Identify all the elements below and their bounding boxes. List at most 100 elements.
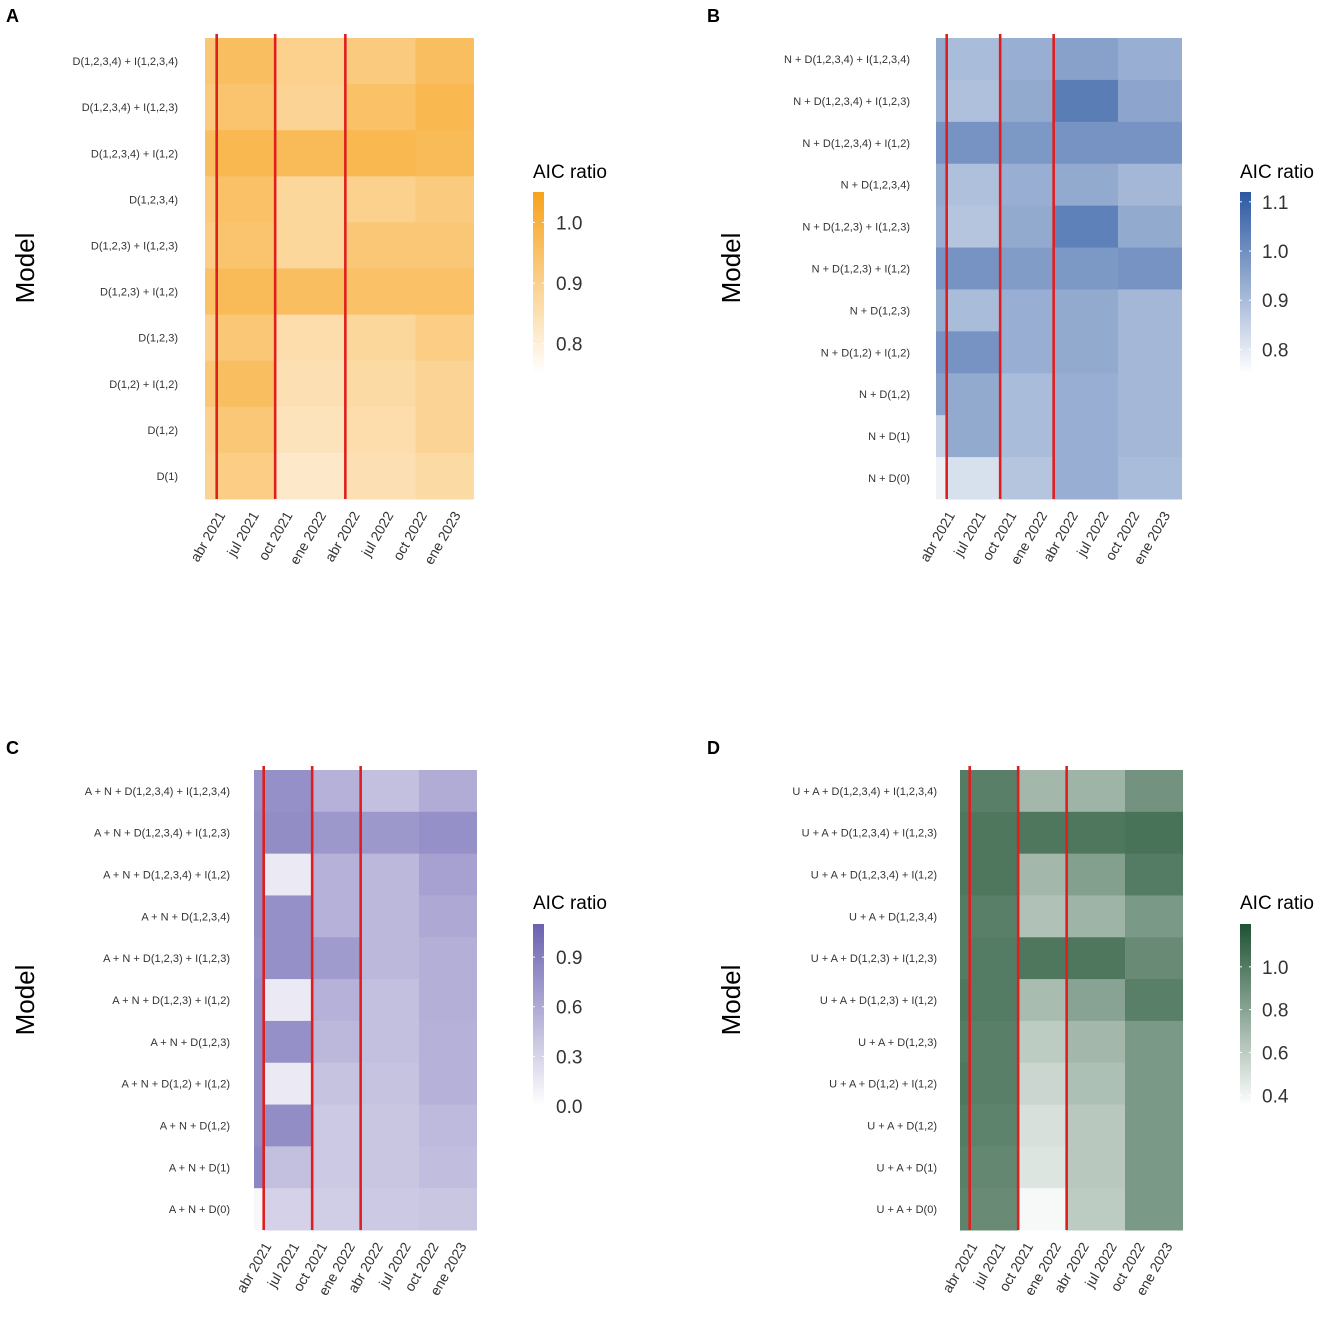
heatmap-row xyxy=(254,937,477,980)
heatmap-row xyxy=(936,38,1182,81)
heatmap-row xyxy=(205,176,474,223)
heatmap-row xyxy=(960,1146,1183,1189)
model-label: N + D(1,2,3,4) xyxy=(841,180,910,192)
model-label: N + D(1,2,3,4) + I(1,2,3) xyxy=(793,96,910,108)
model-label: N + D(1,2,3,4) + I(1,2) xyxy=(802,138,910,150)
legend-colorbar xyxy=(1240,924,1251,1106)
heatmap-row xyxy=(254,895,477,938)
model-label: D(1,2,3,4) xyxy=(129,194,178,206)
panel-letter: B xyxy=(707,6,720,26)
model-label: D(1,2,3,4) + I(1,2,3) xyxy=(82,102,178,114)
heatmap-row xyxy=(960,1020,1183,1064)
heatmap-row xyxy=(254,853,477,896)
model-label: U + A + D(1,2,3) xyxy=(858,1037,937,1049)
model-label: D(1,2,3,4) + I(1,2) xyxy=(91,148,178,160)
model-label: A + N + D(1,2,3,4) + I(1,2,3,4) xyxy=(85,786,230,798)
legend-colorbar xyxy=(533,924,544,1106)
y-axis-title: Model xyxy=(10,965,40,1036)
legend-title: AIC ratio xyxy=(1240,162,1314,183)
model-label: U + A + D(0) xyxy=(876,1204,937,1216)
legend-colorbar xyxy=(533,192,544,374)
legend-title: AIC ratio xyxy=(533,893,607,914)
model-label: A + N + D(1,2,3) + I(1,2) xyxy=(112,995,230,1007)
model-label: D(1,2) + I(1,2) xyxy=(109,379,178,391)
model-label: N + D(1,2) xyxy=(859,389,910,401)
heatmap-row xyxy=(936,289,1182,332)
heatmap-row xyxy=(254,811,477,855)
heatmap-row xyxy=(960,811,1183,855)
model-label: N + D(1,2) + I(1,2) xyxy=(821,347,910,359)
model-label: U + A + D(1,2,3,4) + I(1,2,3,4) xyxy=(792,786,937,798)
heatmap-row xyxy=(254,1104,477,1147)
heatmap-row xyxy=(936,163,1182,207)
model-label: N + D(1,2,3) + I(1,2,3) xyxy=(802,222,910,234)
y-axis-title: Model xyxy=(716,965,746,1036)
y-axis-title: Model xyxy=(716,233,746,304)
model-label: A + N + D(1,2,3,4) xyxy=(141,911,230,923)
heatmap-row xyxy=(936,331,1182,374)
model-label: U + A + D(1,2) xyxy=(867,1120,937,1132)
model-label: U + A + D(1,2,3,4) xyxy=(849,911,937,923)
model-label: D(1,2,3) + I(1,2,3) xyxy=(91,240,178,252)
heatmap-row xyxy=(960,1104,1183,1147)
legend-tick-label: 0.6 xyxy=(1262,1043,1288,1064)
heatmap-row xyxy=(960,979,1183,1022)
heatmap-row xyxy=(960,895,1183,938)
heatmap-row xyxy=(960,770,1183,813)
model-label: D(1,2,3) xyxy=(138,333,178,345)
heatmap-cells xyxy=(960,770,1183,1231)
x-tick-label: abr 2021 xyxy=(187,508,229,564)
model-label: N + D(1) xyxy=(868,431,910,443)
heatmap-row xyxy=(205,314,474,362)
heatmap-row xyxy=(960,1062,1183,1106)
legend-tick-label: 1.0 xyxy=(1262,242,1288,263)
panel-B: B Model N + D(1,2,3,4) + I(1,2,3,4) N + D(1… xyxy=(707,6,1314,567)
heatmap-cells xyxy=(205,38,474,500)
legend-tick-label: 1.1 xyxy=(1262,193,1288,214)
heatmap-row xyxy=(205,38,474,85)
heatmap-cells xyxy=(254,770,477,1231)
panel-letter: D xyxy=(707,738,720,758)
model-label: A + N + D(1,2,3,4) + I(1,2) xyxy=(103,870,230,882)
x-tick-label: abr 2021 xyxy=(233,1239,275,1295)
heatmap-row xyxy=(936,79,1182,123)
heatmap-row xyxy=(960,1188,1183,1231)
model-label: A + N + D(0) xyxy=(169,1204,230,1216)
panel-letter: C xyxy=(6,738,19,758)
legend-tick-label: 0.8 xyxy=(1262,1001,1288,1022)
heatmap-row xyxy=(205,406,474,454)
heatmap-row xyxy=(936,247,1182,290)
model-label: A + N + D(1) xyxy=(169,1162,230,1174)
legend-tick-label: 0.9 xyxy=(556,948,582,969)
model-label: A + N + D(1,2) xyxy=(160,1120,230,1132)
model-label: A + N + D(1,2,3) xyxy=(151,1037,230,1049)
heatmap-row xyxy=(254,1020,477,1064)
model-label: A + N + D(1,2,3,4) + I(1,2,3) xyxy=(94,828,230,840)
legend-tick-label: 0.3 xyxy=(556,1047,582,1068)
panel-C: C Model A + N + D(1,2,3,4) + I(1,2,3,4) A +… xyxy=(6,738,607,1298)
model-label: A + N + D(1,2) + I(1,2) xyxy=(121,1079,230,1091)
x-tick-label: abr 2021 xyxy=(939,1239,981,1295)
legend-colorbar xyxy=(1240,192,1251,374)
model-label: A + N + D(1,2,3) + I(1,2,3) xyxy=(103,953,230,965)
heatmap-row xyxy=(205,130,474,177)
model-label: D(1,2,3,4) + I(1,2,3,4) xyxy=(73,56,178,68)
model-label: N + D(0) xyxy=(868,473,910,485)
legend-tick-label: 0.8 xyxy=(1262,340,1288,361)
heatmap-row xyxy=(936,457,1182,500)
model-label: D(1,2) xyxy=(147,425,178,437)
panel-D: D Model U + A + D(1,2,3,4) + I(1,2,3,4) U +… xyxy=(707,738,1314,1298)
heatmap-row xyxy=(205,84,474,131)
legend-tick-label: 0.0 xyxy=(556,1097,582,1118)
heatmap-row xyxy=(205,360,474,408)
model-label: U + A + D(1,2,3) + I(1,2) xyxy=(820,995,937,1007)
legend-title: AIC ratio xyxy=(533,162,607,183)
legend-tick-label: 0.6 xyxy=(556,998,582,1019)
heatmap-row xyxy=(205,268,474,316)
model-label: D(1,2,3) + I(1,2) xyxy=(100,287,178,299)
heatmap-row xyxy=(254,979,477,1022)
model-label: U + A + D(1,2,3) + I(1,2,3) xyxy=(811,953,937,965)
y-axis-title: Model xyxy=(10,233,40,304)
legend-title: AIC ratio xyxy=(1240,893,1314,914)
